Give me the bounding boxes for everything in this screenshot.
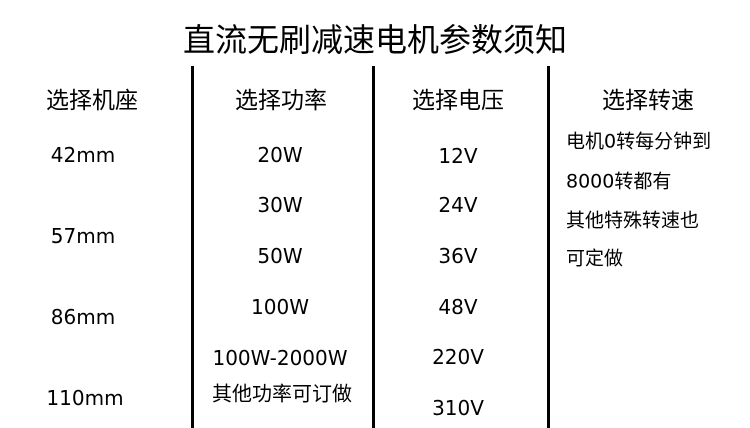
speed-note-line: 可定做: [566, 247, 624, 270]
power-item: 其他功率可订做: [212, 381, 352, 406]
voltage-header: 选择电压: [412, 88, 504, 114]
voltage-item: 36V: [438, 244, 478, 268]
power-header: 选择功率: [235, 88, 327, 114]
column-divider: [547, 66, 550, 428]
page-title: 直流无刷减速电机参数须知: [182, 21, 568, 59]
voltage-item: 24V: [438, 193, 478, 217]
voltage-item: 310V: [432, 396, 484, 420]
speed-header: 选择转速: [602, 88, 694, 114]
frame-item: 110mm: [46, 386, 124, 410]
voltage-item: 220V: [432, 345, 484, 369]
column-divider: [372, 66, 375, 428]
frame-header: 选择机座: [46, 88, 138, 114]
frame-item: 57mm: [50, 224, 116, 248]
power-item: 100W: [251, 295, 309, 319]
frame-item: 86mm: [50, 305, 116, 329]
power-item: 20W: [257, 143, 303, 167]
frame-item: 42mm: [50, 143, 116, 167]
column-divider: [191, 66, 194, 428]
power-item: 100W-2000W: [212, 346, 348, 370]
speed-note-line: 8000转都有: [566, 170, 672, 193]
voltage-item: 12V: [438, 144, 478, 168]
power-item: 50W: [257, 244, 303, 268]
power-item: 30W: [257, 193, 303, 217]
speed-note-line: 电机0转每分钟到: [566, 130, 712, 153]
speed-note-line: 其他特殊转速也: [566, 209, 700, 232]
voltage-item: 48V: [438, 295, 478, 319]
